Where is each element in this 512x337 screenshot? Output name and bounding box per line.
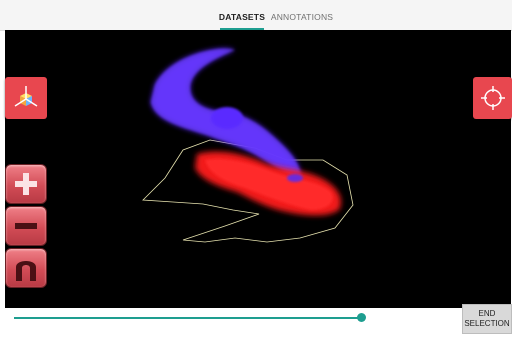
bottom-bar	[0, 308, 512, 337]
crosshair-icon	[481, 86, 505, 110]
tab-annotations-label: ANNOTATIONS	[270, 12, 334, 22]
tab-datasets[interactable]: DATASETS	[216, 0, 268, 30]
end-selection-label-2: SELECTION	[464, 319, 510, 328]
end-selection-label-1: END	[478, 309, 496, 318]
point-cloud-scene	[142, 48, 354, 243]
plus-icon	[15, 173, 37, 195]
tab-annotations[interactable]: ANNOTATIONS	[270, 0, 334, 30]
point-cloud-blue	[151, 48, 301, 176]
magnet-button[interactable]	[5, 248, 47, 288]
zoom-in-button[interactable]	[5, 164, 47, 204]
zoom-out-button[interactable]	[5, 206, 47, 246]
tab-bar: DATASETS ANNOTATIONS	[0, 0, 512, 31]
tab-datasets-label: DATASETS	[218, 12, 266, 22]
3d-viewport[interactable]	[5, 30, 511, 308]
slider-track[interactable]	[14, 317, 362, 319]
point-cloud-red	[195, 151, 341, 216]
minus-icon	[15, 223, 37, 229]
end-selection-button[interactable]: END SELECTION	[462, 304, 512, 334]
tab-active-indicator	[220, 28, 264, 30]
3d-axes-icon	[14, 86, 38, 107]
magnet-icon	[16, 261, 36, 281]
axes-button[interactable]	[5, 77, 47, 119]
slider-thumb[interactable]	[357, 313, 366, 322]
selection-lasso	[142, 139, 354, 243]
recenter-button[interactable]	[473, 77, 512, 119]
